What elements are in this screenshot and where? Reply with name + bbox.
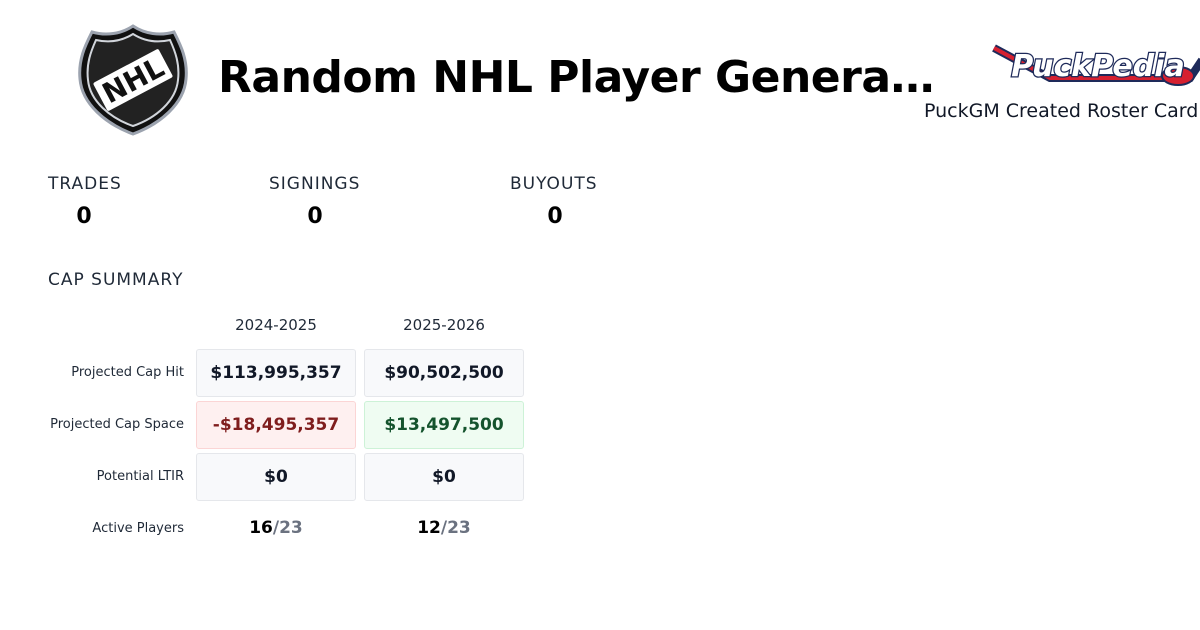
trades-label: TRADES (48, 174, 122, 194)
row-label: Projected Cap Hit (71, 365, 184, 380)
svg-text:PuckPedia: PuckPedia (1011, 49, 1185, 84)
signings-value: 0 (307, 204, 323, 229)
puckpedia-logo: PuckPedia (992, 44, 1200, 86)
row-label: Active Players (92, 521, 184, 536)
buyouts-value: 0 (547, 204, 563, 229)
active-players-value: 12/23 (364, 518, 524, 538)
active-max: /23 (440, 518, 471, 538)
active-max: /23 (272, 518, 303, 538)
active-count: 16 (249, 518, 273, 538)
ltir-cell: $0 (364, 453, 524, 501)
row-label: Projected Cap Space (50, 417, 184, 432)
active-players-value: 16/23 (196, 518, 356, 538)
buyouts-label: BUYOUTS (510, 174, 598, 194)
trades-value: 0 (76, 204, 92, 229)
cap-space-cell: -$18,495,357 (196, 401, 356, 449)
page-title: Random NHL Player Genera… (218, 52, 935, 103)
signings-label: SIGNINGS (269, 174, 361, 194)
cap-hit-cell: $113,995,357 (196, 349, 356, 397)
season-header: 2025-2026 (403, 316, 485, 334)
active-count: 12 (417, 518, 441, 538)
cap-space-cell: $13,497,500 (364, 401, 524, 449)
caption: PuckGM Created Roster Card (924, 100, 1199, 122)
cap-hit-cell: $90,502,500 (364, 349, 524, 397)
ltir-cell: $0 (196, 453, 356, 501)
season-header: 2024-2025 (235, 316, 317, 334)
cap-summary-title: CAP SUMMARY (48, 270, 184, 290)
row-label: Potential LTIR (96, 469, 184, 484)
nhl-logo: NHL (78, 24, 188, 136)
